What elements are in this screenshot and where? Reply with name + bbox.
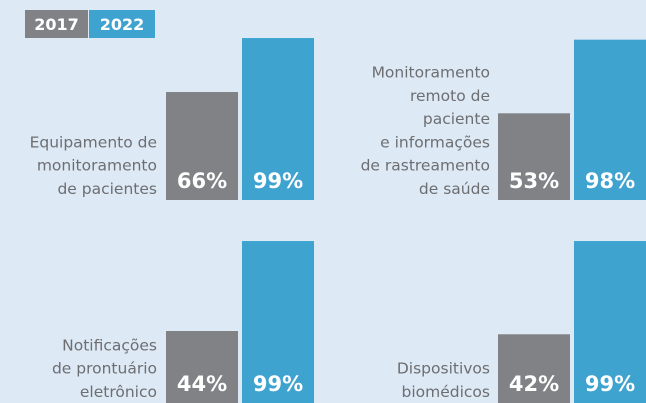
- legend-label: 2022: [100, 15, 145, 34]
- value-label: 44%: [177, 372, 227, 396]
- category-label: Monitoramento remoto de paciente e informaç…: [361, 64, 490, 199]
- value-label: 53%: [509, 169, 559, 193]
- value-label: 99%: [253, 169, 303, 193]
- category-label: Equipamento de monitoramento de pacientes: [30, 133, 157, 198]
- value-label: 42%: [509, 372, 559, 396]
- bar: [574, 241, 646, 403]
- legend-label: 2017: [34, 15, 79, 34]
- bar: [574, 39, 646, 201]
- legend-swatch: [25, 10, 88, 38]
- bar: [166, 92, 238, 200]
- value-label: 66%: [177, 169, 227, 193]
- bar: [498, 113, 570, 200]
- bar: [242, 38, 314, 201]
- value-label: 99%: [585, 372, 635, 396]
- bar: [242, 241, 314, 403]
- legend-swatch: [89, 10, 155, 38]
- value-label: 99%: [253, 372, 303, 396]
- bar: [166, 331, 238, 403]
- value-label: 98%: [585, 169, 635, 193]
- category-label: Notificações de prontuário eletrônico: [52, 336, 157, 401]
- bar: [498, 334, 570, 403]
- category-label: Dispositivos biomédicos: [397, 360, 490, 401]
